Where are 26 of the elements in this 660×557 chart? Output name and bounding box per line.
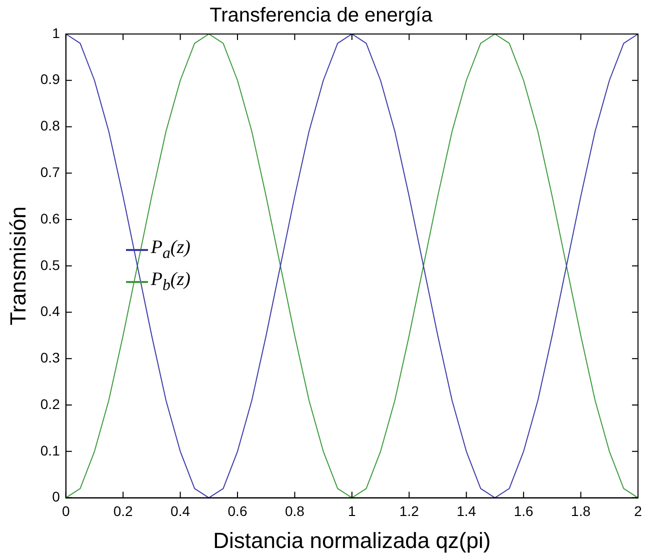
x-axis-title: Distancia normalizada qz(pi) <box>213 528 491 553</box>
y-axis-title: Transmisión <box>5 206 30 326</box>
x-tick-label: 1.4 <box>456 503 476 520</box>
legend-label: P$_{a}$(z) <box>150 236 190 263</box>
y-tick-label: 0.2 <box>40 396 60 412</box>
y-tick-label: 0 <box>52 488 60 505</box>
x-tick-label: 1.6 <box>514 503 534 520</box>
chart-title: Transferencia de energía <box>210 4 434 27</box>
y-tick-label: 0.1 <box>40 442 60 458</box>
x-tick-label: 1.2 <box>399 503 420 520</box>
y-tick-label: 0.6 <box>40 210 60 226</box>
legend-label: P$_{b}$(z) <box>150 268 190 294</box>
y-tick-label: 0.5 <box>40 256 60 273</box>
x-tick-label: 1 <box>348 503 356 520</box>
y-tick-label: 1 <box>52 24 60 41</box>
y-tick-label: 0.9 <box>40 71 60 88</box>
x-tick-label: 0.2 <box>113 503 134 520</box>
y-tick-label: 0.4 <box>40 303 60 320</box>
y-tick-label: 0.3 <box>40 350 60 366</box>
y-tick-label: 0.7 <box>40 164 60 180</box>
x-tick-label: 2 <box>634 503 642 520</box>
y-tick-label: 0.8 <box>40 118 60 134</box>
x-tick-label: 0.8 <box>284 503 305 520</box>
x-tick-label: 0.6 <box>228 503 248 520</box>
x-tick-label: 0.4 <box>170 503 190 520</box>
x-tick-label: 1.8 <box>571 503 591 520</box>
